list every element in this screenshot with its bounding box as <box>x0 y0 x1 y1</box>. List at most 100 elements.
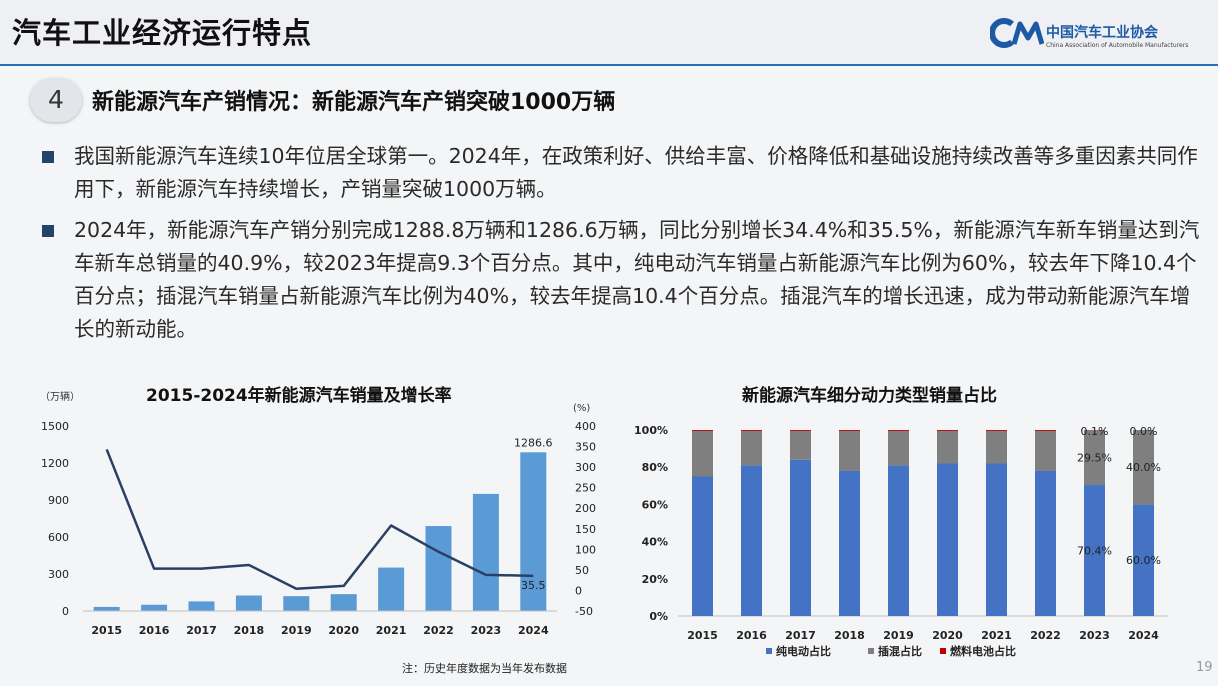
y-left-unit: （万辆） <box>40 390 80 403</box>
legend-swatch <box>766 648 772 654</box>
x-tick-label: 2017 <box>186 624 217 637</box>
bev-share-label: 60.0% <box>1126 554 1161 567</box>
slide-title: 汽车工业经济运行特点 <box>12 16 313 50</box>
stacked-segment-phev <box>1133 430 1154 505</box>
growth-rate-line <box>105 448 534 591</box>
y-right-tick-label: 0 <box>575 584 582 597</box>
stacked-segment-phev <box>888 430 909 466</box>
x-tick-label: 2016 <box>139 624 170 637</box>
x-tick-label: 2016 <box>736 629 767 642</box>
stacked-segment-fcev <box>839 430 860 431</box>
x-tick-label: 2017 <box>785 629 816 642</box>
stacked-segment-bev <box>1084 485 1105 616</box>
y-left-tick-label: 600 <box>48 531 69 544</box>
x-tick-label: 2020 <box>328 624 359 637</box>
stacked-segment-fcev <box>741 430 762 431</box>
x-tick-label: 2020 <box>932 629 963 642</box>
bullet-text: 我国新能源汽车连续10年位居全球第一。2024年，在政策利好、供给丰富、价格降低… <box>74 144 1198 201</box>
legend-label: 燃料电池占比 <box>949 644 1016 658</box>
sales-bar <box>235 595 262 611</box>
bullet-square-icon <box>42 225 54 237</box>
legend-swatch <box>940 648 946 654</box>
y-right-tick-label: 100 <box>575 543 596 556</box>
stacked-segment-fcev <box>790 430 811 431</box>
legend-swatch <box>868 648 874 654</box>
stacked-segment-bev <box>839 470 860 616</box>
stacked-segment-fcev <box>1035 430 1056 431</box>
caam-logo-icon <box>989 18 1045 48</box>
x-tick-label: 2024 <box>518 624 549 637</box>
x-tick-label: 2015 <box>91 624 122 637</box>
sales-bar <box>472 493 499 611</box>
y-left-tick-label: 1500 <box>41 420 69 433</box>
sales-bar <box>283 596 310 611</box>
x-tick-label: 2019 <box>281 624 312 637</box>
y-right-tick-label: 350 <box>575 441 596 454</box>
phev-share-label: 40.0% <box>1126 461 1161 474</box>
bullet-square-icon <box>42 151 54 163</box>
y-right-tick-label: 400 <box>575 420 596 433</box>
stacked-segment-phev <box>1035 430 1056 471</box>
y-right-tick-label: -50 <box>575 605 593 618</box>
stacked-segment-bev <box>692 476 713 616</box>
y-tick-label: 20% <box>642 573 668 586</box>
bullet-item: 2024年，新能源汽车产销分别完成1288.8万辆和1286.6万辆，同比分别增… <box>42 214 1202 346</box>
page-number: 19 <box>1196 660 1213 675</box>
stacked-segment-phev <box>986 430 1007 464</box>
y-left-tick-label: 1200 <box>41 457 69 470</box>
stacked-segment-phev <box>937 430 958 464</box>
stacked-segment-fcev <box>937 430 958 431</box>
sales-bar <box>330 594 357 611</box>
section-number-badge: 4 <box>30 78 82 122</box>
section-title: 新能源汽车产销情况：新能源汽车产销突破1000万辆 <box>92 90 616 115</box>
chart-title-sales: 2015-2024年新能源汽车销量及增长率 <box>146 386 452 406</box>
stacked-segment-bev <box>741 465 762 616</box>
phev-share-label: 29.5% <box>1077 452 1112 465</box>
bullet-text: 2024年，新能源汽车产销分别完成1288.8万辆和1286.6万辆，同比分别增… <box>74 218 1200 341</box>
y-right-tick-label: 250 <box>575 482 596 495</box>
stacked-segment-phev <box>692 430 713 477</box>
stacked-segment-fcev <box>986 430 1007 431</box>
stacked-segment-phev <box>790 430 811 460</box>
y-tick-label: 0% <box>649 610 668 623</box>
stacked-segment-fcev <box>888 430 909 431</box>
chart-title-share: 新能源汽车细分动力类型销量占比 <box>742 386 997 406</box>
y-right-tick-label: 200 <box>575 502 596 515</box>
y-tick-label: 80% <box>642 461 668 474</box>
footnote: 注：历史年度数据为当年发布数据 <box>402 662 567 675</box>
x-tick-label: 2021 <box>376 624 407 637</box>
y-tick-label: 40% <box>642 536 668 549</box>
sales-bar <box>425 526 452 611</box>
y-tick-label: 100% <box>634 424 668 437</box>
x-tick-label: 2019 <box>883 629 914 642</box>
stacked-segment-bev <box>937 463 958 616</box>
stacked-segment-phev <box>1084 430 1105 486</box>
stacked-segment-bev <box>888 465 909 616</box>
y-right-unit: (%) <box>573 403 590 414</box>
sales-bar <box>188 601 215 611</box>
legend-label: 插混占比 <box>878 644 922 658</box>
stacked-segment-phev <box>741 430 762 466</box>
x-tick-label: 2023 <box>471 624 502 637</box>
logo-en-text: China Association of Automobile Manufact… <box>1046 42 1189 49</box>
stacked-segment-fcev <box>692 430 713 431</box>
y-right-tick-label: 50 <box>575 564 589 577</box>
y-right-tick-label: 150 <box>575 523 596 536</box>
sales-bar <box>520 452 547 611</box>
y-tick-label: 60% <box>642 498 668 511</box>
x-tick-label: 2023 <box>1079 629 1110 642</box>
y-left-tick-label: 0 <box>62 605 69 618</box>
sales-growth-chart: （万辆） (%) 0 300 600 900 1200 1500 -50 0 50 100 150 200… <box>40 390 596 637</box>
stacked-segment-bev <box>986 463 1007 616</box>
stacked-segment-bev <box>790 459 811 616</box>
x-tick-label: 2021 <box>981 629 1012 642</box>
legend-label: 纯电动占比 <box>776 644 831 658</box>
sales-bar <box>378 567 405 611</box>
x-tick-label: 2024 <box>1128 629 1159 642</box>
x-tick-label: 2022 <box>1030 629 1061 642</box>
y-left-tick-label: 900 <box>48 494 69 507</box>
bev-share-label: 70.4% <box>1077 545 1112 558</box>
stacked-segment-bev <box>1133 504 1154 616</box>
x-tick-label: 2022 <box>423 624 454 637</box>
fcev-share-label: 0.0% <box>1130 425 1158 438</box>
